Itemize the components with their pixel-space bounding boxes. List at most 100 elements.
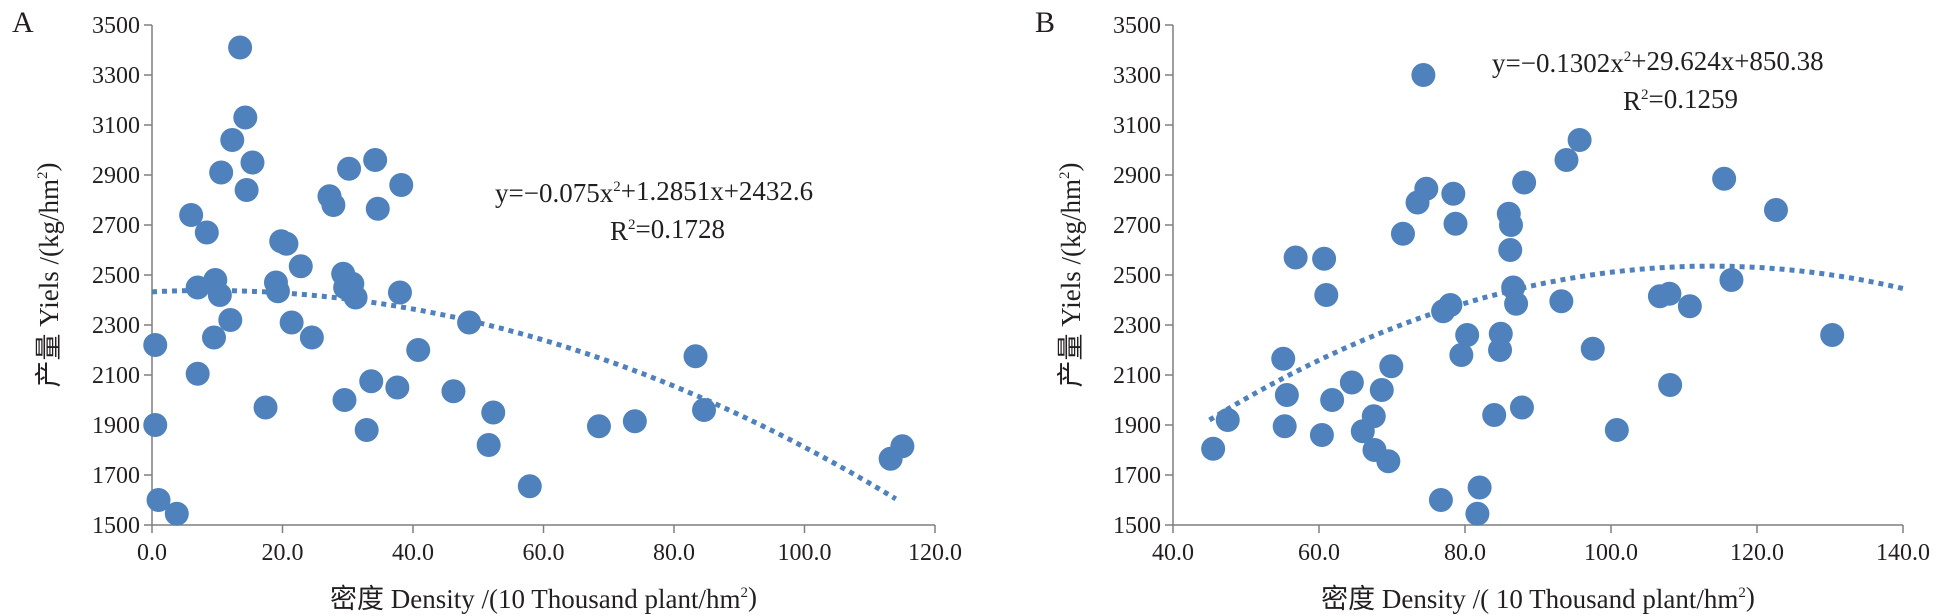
data-point xyxy=(1712,166,1737,191)
x-tick-label: 60.0 xyxy=(523,540,565,566)
data-point xyxy=(406,338,431,362)
y-tick-label: 1700 xyxy=(92,463,140,489)
trend-equation: y=−0.1302x2+29.624x+850.38 xyxy=(1492,46,1824,78)
panel-label: B xyxy=(1035,6,1055,39)
data-point xyxy=(1201,436,1226,461)
data-point xyxy=(1339,370,1364,395)
x-tick-label: 20.0 xyxy=(262,540,304,566)
data-point xyxy=(207,283,232,307)
data-point xyxy=(209,160,234,185)
y-axis-label: 产量 Yiels /(kg/hm2) xyxy=(32,163,64,388)
data-point xyxy=(233,105,258,130)
data-point xyxy=(481,400,506,425)
data-point xyxy=(1376,449,1401,474)
data-point xyxy=(1482,403,1507,427)
y-tick-label: 1900 xyxy=(92,413,140,439)
data-point xyxy=(1657,281,1682,306)
data-point xyxy=(288,254,313,279)
data-point xyxy=(692,398,717,422)
data-point xyxy=(389,173,414,197)
y-tick-label: 2300 xyxy=(92,313,140,339)
y-tick-label: 2100 xyxy=(92,363,140,389)
x-tick-label: 120.0 xyxy=(1730,540,1784,566)
x-tick-label: 80.0 xyxy=(1444,540,1486,566)
r-squared: R2=0.1728 xyxy=(610,214,725,246)
data-point xyxy=(476,433,501,457)
data-point xyxy=(1379,354,1404,379)
data-point xyxy=(1272,414,1297,439)
data-point xyxy=(441,379,466,404)
data-point xyxy=(164,501,189,526)
data-point xyxy=(586,414,611,439)
y-tick-label: 3300 xyxy=(92,63,140,89)
panel-b: 1500 1700 1900 2100 2300 2500 2700 2900 3100 3300… xyxy=(1035,6,1930,614)
data-point xyxy=(146,488,171,512)
data-point xyxy=(354,418,379,442)
data-point xyxy=(194,220,219,245)
data-point xyxy=(1312,246,1337,271)
data-point xyxy=(299,325,324,350)
x-tick-label: 100.0 xyxy=(1584,540,1638,566)
data-point xyxy=(1658,373,1683,397)
x-tick-label: 80.0 xyxy=(653,540,695,566)
data-point xyxy=(385,375,410,400)
trendline xyxy=(1208,263,1904,423)
y-tick-label: 1900 xyxy=(1113,413,1161,439)
x-axis-label: 密度 Density /( 10 Thousand plant/hm2) xyxy=(1321,582,1755,614)
data-point xyxy=(517,474,542,499)
data-point xyxy=(1274,383,1299,407)
x-tick-label: 140.0 xyxy=(1876,540,1930,566)
data-point xyxy=(220,128,245,152)
data-point xyxy=(1677,294,1702,319)
panel-a: 1500 1700 1900 2100 2300 2500 2700 2900 3100 3300… xyxy=(12,6,962,614)
data-point xyxy=(1488,321,1513,346)
y-tick-label: 2500 xyxy=(1113,263,1161,289)
data-point xyxy=(363,148,388,172)
data-point xyxy=(359,369,384,394)
data-point xyxy=(274,231,299,256)
data-point xyxy=(1604,418,1629,442)
r-squared: R2=0.1259 xyxy=(1623,84,1738,116)
y-tick-label: 1500 xyxy=(92,513,140,539)
data-point xyxy=(143,333,168,357)
data-point xyxy=(1549,289,1574,314)
y-tick-label: 1500 xyxy=(1113,513,1161,539)
y-tick-label: 1700 xyxy=(1113,463,1161,489)
data-point xyxy=(179,203,204,227)
data-point xyxy=(457,310,482,335)
x-axis-label: 密度 Density /(10 Thousand plant/hm2) xyxy=(330,582,757,614)
data-point xyxy=(365,196,390,221)
data-point xyxy=(1309,423,1334,447)
data-point xyxy=(185,361,210,386)
data-point xyxy=(1820,323,1845,347)
data-point xyxy=(683,344,708,369)
y-axis-label: 产量 Yiels /(kg/hm2) xyxy=(1054,163,1086,388)
panel-label: A xyxy=(12,6,34,39)
data-point xyxy=(1361,404,1386,429)
data-point xyxy=(1512,170,1537,195)
data-point xyxy=(1567,128,1592,152)
y-tick-label: 2500 xyxy=(92,263,140,289)
y-tick-label: 3500 xyxy=(92,13,140,39)
data-point xyxy=(218,308,243,332)
x-tick-label: 60.0 xyxy=(1298,540,1340,566)
data-point xyxy=(279,310,304,335)
data-point xyxy=(143,413,168,437)
data-point xyxy=(332,388,357,412)
data-point xyxy=(1455,323,1480,347)
data-point xyxy=(1509,395,1534,420)
data-point xyxy=(253,395,278,420)
data-point xyxy=(1441,181,1466,206)
data-point xyxy=(1719,268,1744,292)
trend-equation: y=−0.075x2+1.2851x+2432.6 xyxy=(495,176,813,208)
y-tick-label: 3100 xyxy=(1113,113,1161,139)
data-point xyxy=(1271,346,1296,371)
data-point xyxy=(1390,221,1415,246)
x-tick-label: 120.0 xyxy=(908,540,962,566)
y-tick-label: 2900 xyxy=(1113,163,1161,189)
data-point xyxy=(1428,488,1453,512)
data-point xyxy=(1369,378,1394,402)
data-point xyxy=(1498,238,1523,262)
y-tick-label: 2700 xyxy=(1113,213,1161,239)
